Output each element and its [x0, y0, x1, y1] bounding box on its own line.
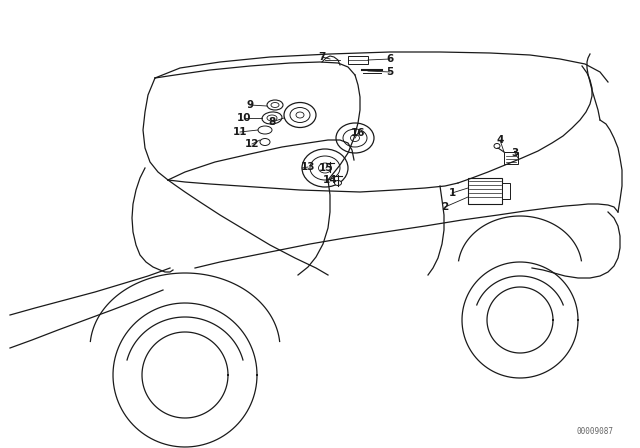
Text: 8: 8: [268, 117, 276, 127]
Ellipse shape: [336, 123, 374, 153]
Ellipse shape: [271, 103, 279, 108]
Ellipse shape: [343, 129, 367, 147]
Text: 4: 4: [496, 135, 504, 145]
Ellipse shape: [319, 163, 332, 173]
Ellipse shape: [267, 100, 283, 110]
Text: 14: 14: [323, 175, 337, 185]
Text: 16: 16: [351, 128, 365, 138]
Ellipse shape: [262, 112, 282, 124]
Ellipse shape: [260, 138, 270, 146]
Text: 13: 13: [301, 162, 316, 172]
Ellipse shape: [310, 156, 340, 180]
Ellipse shape: [351, 134, 360, 142]
Text: 00009087: 00009087: [577, 427, 614, 436]
Text: 3: 3: [511, 148, 518, 158]
FancyBboxPatch shape: [348, 56, 368, 64]
Text: 5: 5: [387, 67, 394, 77]
Ellipse shape: [335, 181, 342, 185]
Ellipse shape: [296, 112, 304, 118]
FancyBboxPatch shape: [468, 178, 502, 204]
Text: 11: 11: [233, 127, 247, 137]
Text: 12: 12: [244, 139, 259, 149]
FancyBboxPatch shape: [504, 152, 518, 164]
Text: 1: 1: [449, 188, 456, 198]
Ellipse shape: [290, 108, 310, 122]
Ellipse shape: [267, 115, 277, 121]
Ellipse shape: [494, 143, 500, 148]
Ellipse shape: [302, 149, 348, 187]
Ellipse shape: [284, 103, 316, 128]
Text: 2: 2: [442, 202, 449, 212]
Text: 6: 6: [387, 54, 394, 64]
Text: 10: 10: [237, 113, 252, 123]
Text: 7: 7: [318, 52, 326, 62]
Text: 9: 9: [246, 100, 253, 110]
Text: 15: 15: [319, 163, 333, 173]
FancyBboxPatch shape: [502, 183, 510, 199]
Ellipse shape: [258, 126, 272, 134]
